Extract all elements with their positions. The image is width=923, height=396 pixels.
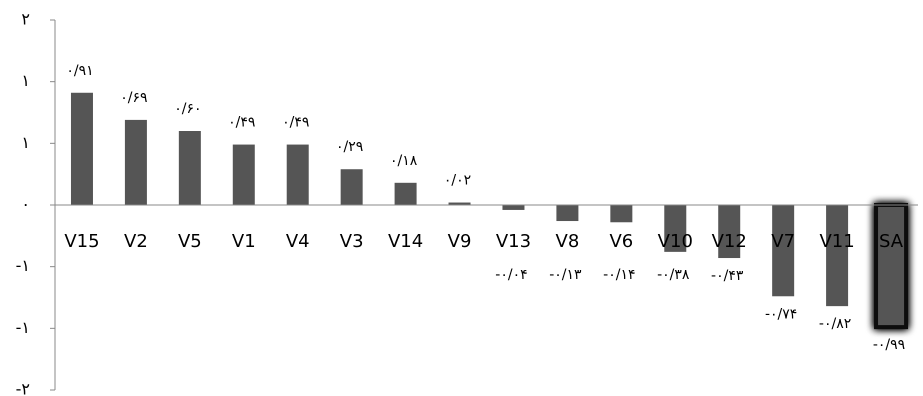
data-label: -۰/۹۹ — [873, 337, 905, 353]
data-label: ۰/۰۲ — [444, 173, 471, 189]
x-tick-label: V6 — [609, 231, 633, 252]
data-label: -۰/۸۲ — [819, 316, 851, 332]
y-tick-label: -۲ — [16, 380, 30, 396]
x-tick-label: V8 — [556, 231, 580, 252]
y-tick-label: ۲ — [21, 10, 30, 29]
bar — [70, 92, 93, 205]
data-label: -۰/۰۴ — [495, 267, 527, 283]
data-label: -۰/۳۸ — [657, 267, 690, 283]
x-tick-label: V1 — [232, 231, 256, 252]
data-label: -۰/۴۳ — [711, 268, 744, 284]
bar — [718, 205, 741, 259]
bar — [610, 205, 633, 223]
data-label: ۰/۶۰ — [174, 101, 201, 117]
x-tick-label: SA — [879, 231, 904, 252]
x-tick-label: V12 — [712, 231, 747, 252]
bar — [232, 144, 255, 205]
x-tick-label: V15 — [64, 231, 99, 252]
x-tick-label: V5 — [178, 231, 202, 252]
data-label: ۰/۴۹ — [228, 115, 255, 131]
data-label: -۰/۷۴ — [765, 306, 797, 322]
data-label: ۰/۲۹ — [336, 139, 363, 155]
data-label: -۰/۱۳ — [549, 267, 582, 283]
bar — [664, 205, 687, 252]
bar — [178, 131, 201, 205]
y-tick-label: -۱ — [16, 256, 30, 275]
x-tick-label: V3 — [340, 231, 364, 252]
x-tick-label: V14 — [388, 231, 423, 252]
data-label: ۰/۹۱ — [66, 63, 93, 79]
bar — [502, 205, 525, 210]
x-tick-label: V13 — [496, 231, 531, 252]
x-tick-label: V7 — [771, 231, 795, 252]
x-tick-label: V2 — [124, 231, 148, 252]
y-tick-label: -۱ — [16, 318, 30, 337]
data-label: -۰/۱۴ — [603, 267, 635, 283]
bar — [826, 205, 849, 307]
y-tick-label: ۰ — [21, 195, 30, 214]
bar — [874, 203, 909, 330]
x-tick-label: V4 — [286, 231, 310, 252]
y-tick-label: ۱ — [21, 71, 30, 90]
x-tick-label: V10 — [658, 231, 693, 252]
data-label: ۰/۶۹ — [120, 90, 147, 106]
bar — [340, 169, 363, 205]
y-tick-label: ۱ — [21, 133, 30, 152]
x-tick-label: V9 — [448, 231, 472, 252]
data-label: ۰/۴۹ — [282, 115, 309, 131]
bar — [556, 205, 579, 222]
bar — [772, 205, 795, 297]
data-label: ۰/۱۸ — [390, 153, 418, 169]
bar — [124, 119, 147, 205]
bar — [448, 202, 471, 205]
bar — [286, 144, 309, 205]
x-tick-label: V11 — [819, 231, 854, 252]
bar — [394, 182, 417, 205]
